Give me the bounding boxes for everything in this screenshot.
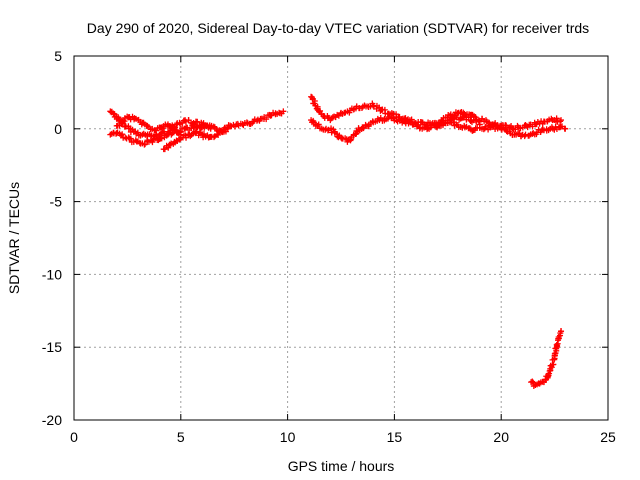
data-point (187, 133, 194, 140)
data-point (529, 378, 536, 385)
data-point (444, 120, 451, 127)
data-point (149, 139, 156, 146)
x-axis-label: GPS time / hours (288, 458, 395, 474)
data-point (110, 110, 117, 117)
data-point (317, 107, 324, 114)
data-point (548, 115, 555, 122)
y-tick-label: 0 (54, 121, 62, 137)
data-points (107, 93, 569, 390)
data-point (263, 116, 270, 123)
data-point (476, 121, 483, 128)
y-tick-labels: 5 0 -5 -10 -15 -20 (42, 48, 62, 428)
series-trace-g (434, 113, 483, 131)
x-tick-labels: 0 5 10 15 20 25 (70, 429, 616, 445)
x-tick-label: 25 (600, 429, 616, 445)
data-point (161, 146, 168, 153)
data-point (522, 131, 529, 138)
data-point (558, 328, 565, 335)
data-point (183, 134, 190, 141)
x-tick-label: 15 (387, 429, 403, 445)
data-point (476, 118, 483, 125)
series-trace-h (528, 328, 565, 390)
x-tick-label: 10 (280, 429, 296, 445)
data-point (227, 122, 234, 129)
data-point (360, 125, 367, 132)
chart-title: Day 290 of 2020, Sidereal Day-to-day VTE… (87, 20, 589, 36)
y-tick-label: 5 (54, 48, 62, 64)
data-point (119, 131, 126, 138)
data-point (562, 125, 569, 132)
x-tick-label: 5 (177, 429, 185, 445)
data-point (315, 121, 322, 128)
plot-frame (73, 55, 609, 421)
data-point (557, 118, 564, 125)
series-trace-f (308, 114, 569, 145)
data-point (359, 124, 366, 131)
data-point (194, 118, 201, 125)
data-point (167, 141, 174, 148)
data-point (158, 135, 165, 142)
axis-ticks (73, 55, 609, 421)
data-point (558, 117, 565, 124)
y-tick-label: -5 (50, 194, 63, 210)
data-point (134, 129, 141, 136)
y-tick-label: -10 (42, 266, 62, 282)
series-trace-c (113, 113, 184, 138)
data-point (127, 135, 134, 142)
data-point (211, 134, 218, 141)
data-point (215, 131, 222, 138)
x-tick-label: 20 (493, 429, 509, 445)
series-trace-d (160, 125, 231, 153)
data-point (509, 125, 516, 132)
x-tick-label: 0 (70, 429, 78, 445)
y-tick-label: -20 (42, 412, 62, 428)
y-tick-label: -15 (42, 339, 62, 355)
data-point (207, 125, 214, 132)
y-axis-label: SDTVAR / TECUs (6, 182, 22, 294)
data-point (553, 115, 560, 122)
data-point (224, 125, 231, 132)
data-point (280, 108, 287, 115)
data-point (550, 361, 557, 368)
